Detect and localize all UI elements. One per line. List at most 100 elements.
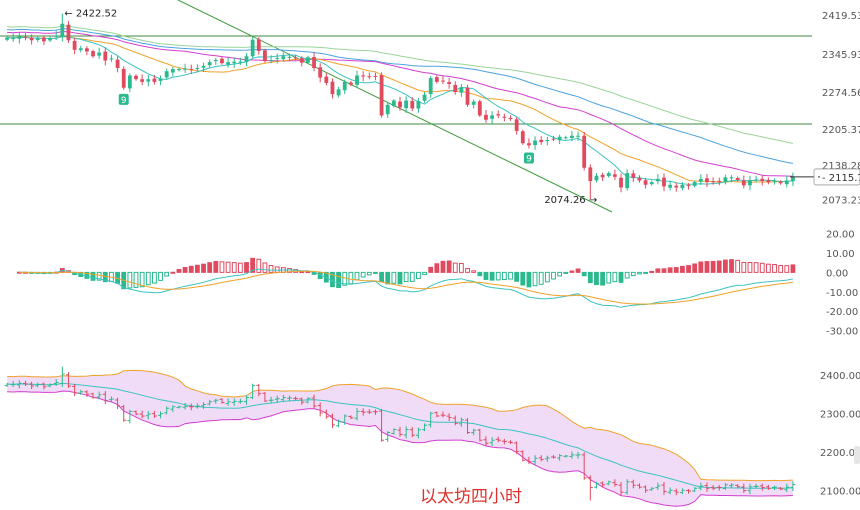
candle-body [754, 179, 758, 181]
moving-average-ma_magenta [7, 30, 793, 177]
macd-histogram-bar [575, 268, 581, 273]
candle-body [570, 135, 574, 138]
macd-panel [16, 257, 796, 308]
candle-body [477, 101, 482, 116]
candle-body [134, 75, 138, 80]
macd-histogram-bar [139, 271, 145, 288]
macd-histogram-bar [624, 271, 630, 279]
candle-body [256, 39, 261, 51]
price-extreme-label: 2074.26 → [544, 195, 597, 206]
candle-body [42, 37, 46, 42]
macd-histogram-bar [538, 271, 544, 285]
candle-body [5, 37, 9, 40]
candle-body [66, 24, 71, 41]
td-count-label: 9 [526, 155, 532, 165]
candle-body [723, 177, 728, 183]
candle-body [318, 67, 323, 78]
macd-histogram-bar [428, 266, 434, 273]
macd-axis-tick: -10.00 [826, 288, 858, 299]
moving-average-ma_teal [7, 35, 793, 185]
candle-body [373, 75, 378, 77]
candle-body [293, 57, 298, 59]
price-panel: ← 2422.52 2074.26 → 9 9 [0, 0, 812, 213]
candle-body [741, 180, 746, 186]
candle-body [281, 56, 286, 60]
macd-histogram-bar [237, 262, 243, 273]
candle-body [594, 175, 599, 181]
macd-histogram-bar [587, 271, 593, 284]
td-count-badge [523, 152, 534, 164]
macd-histogram-bar [551, 271, 556, 280]
macd-histogram-bar [262, 262, 268, 273]
candle-body [404, 100, 409, 109]
macd-histogram-bar [188, 265, 194, 273]
macd-histogram-bar [698, 261, 704, 273]
candle-body [791, 176, 795, 182]
macd-histogram-bar [207, 262, 213, 273]
candle-body [557, 136, 562, 141]
candle-body [342, 81, 347, 91]
candle-body [637, 177, 642, 181]
macd-histogram-bar [772, 264, 777, 273]
macd-histogram-bar [194, 264, 200, 273]
candle-body [109, 58, 114, 60]
candle-body [545, 140, 550, 142]
moving-average-ma_orange [7, 36, 793, 183]
candle-body [158, 78, 163, 81]
macd-axis-tick: -30.00 [826, 327, 858, 338]
scroll-handle[interactable] [854, 446, 860, 464]
candle-body [441, 80, 445, 82]
macd-histogram-bar [366, 271, 372, 276]
candle-body [662, 177, 666, 187]
macd-histogram-bar [606, 271, 612, 284]
macd-histogram-bar [784, 265, 790, 273]
macd-histogram-bar [667, 267, 673, 273]
bollinger-middle-line [7, 382, 793, 489]
macd-histogram-bar [704, 261, 710, 273]
macd-histogram-bar [557, 271, 563, 277]
candle-body [355, 75, 359, 85]
macd-histogram-bar [158, 271, 163, 281]
macd-histogram-bar [532, 271, 538, 287]
boll-axis-tick: 2100.00 [820, 487, 860, 498]
candle-body [410, 100, 415, 109]
candle-body [490, 115, 494, 119]
candle-body [152, 78, 157, 82]
candle-body [263, 50, 267, 62]
td-count-label: 9 [121, 96, 127, 106]
candle-body [692, 182, 697, 186]
candle-body [250, 39, 255, 57]
macd-histogram-bar [299, 271, 305, 274]
candle-body [563, 137, 568, 139]
macd-histogram-bar [446, 260, 452, 273]
candle-body [398, 101, 402, 108]
candle-body [183, 68, 188, 70]
macd-histogram-bar [741, 261, 747, 273]
macd-histogram-bar [231, 262, 237, 273]
candle-body [60, 23, 65, 37]
candle-body [299, 58, 304, 63]
candle-body [539, 139, 544, 143]
macd-histogram-bar [256, 258, 262, 273]
macd-histogram-bar [127, 271, 133, 289]
y-axes: 2419.53 2345.93 2274.56 2205.37 2138.28 2073.… [790, 0, 860, 510]
bollinger-panel [4, 366, 796, 507]
candle-body [520, 131, 525, 144]
chart-caption: 以太坊四小时 [420, 487, 522, 507]
candle-body [23, 36, 28, 38]
macd-histogram-bar [692, 263, 698, 273]
candle-body [336, 89, 341, 96]
macd-histogram-bar [225, 261, 231, 273]
candle-body [453, 84, 458, 92]
candle-body [275, 57, 280, 59]
macd-histogram-bar [673, 267, 679, 273]
macd-histogram-bar [152, 271, 157, 284]
bollinger-lower-line [7, 390, 793, 507]
macd-histogram-bar [360, 271, 366, 278]
price-axis-tick: 2419.53 [822, 11, 860, 22]
candle-body [502, 116, 507, 118]
candle-body [35, 38, 40, 40]
candle-body [146, 79, 151, 82]
candle-body [416, 101, 421, 109]
